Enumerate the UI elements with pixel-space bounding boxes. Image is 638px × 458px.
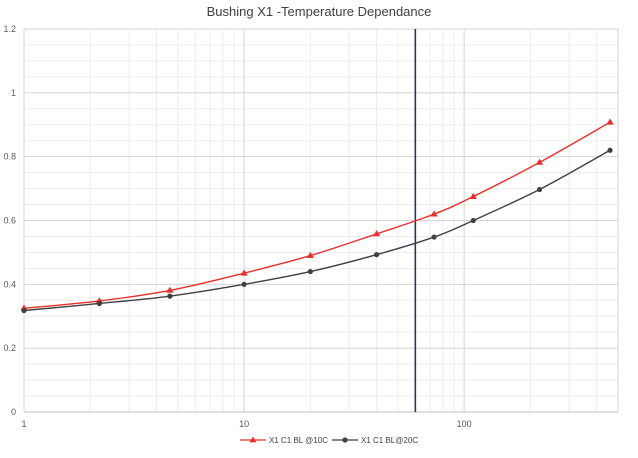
y-tick-label: 0.4 [3,279,16,289]
data-point-series-2 [470,217,476,224]
data-point-series-2 [241,281,247,287]
data-point-series-1 [166,286,174,293]
x-tick-label: 100 [457,419,472,429]
series-line-1 [23,121,611,309]
y-tick-label: 0 [11,407,16,417]
data-point-series-2 [607,147,613,153]
data-point-series-2 [536,186,543,193]
data-point-series-1 [372,230,381,237]
data-point-series-1 [535,158,544,165]
data-point-series-2 [167,293,173,299]
y-tick-label: 0.8 [3,152,16,162]
data-point-series-2 [21,307,27,314]
x-tick-label: 10 [239,419,249,429]
series-layer [20,118,614,314]
data-point-series-2 [307,268,313,275]
data-point-series-1 [606,118,614,125]
data-point-series-2 [373,252,380,258]
data-point-series-2 [431,234,437,240]
legend: X1 C1 BL @10C X1 C1 BL@20C [240,436,418,445]
chart-title: Bushing X1 -Temperature Dependance [207,4,432,19]
series-line-2 [23,149,611,312]
data-point-series-1 [306,251,314,259]
data-point-series-1 [469,192,477,199]
axes [23,29,619,413]
legend-marker-series-1 [249,436,257,443]
data-point-series-2 [96,300,102,307]
legend-label-series-1: X1 C1 BL @10C [269,436,328,445]
tick-labels: 0 0.2 0.4 0.6 0.8 1 1.2 1 10 100 [3,24,471,429]
data-point-series-1 [430,210,438,217]
x-tick-label: 1 [21,419,26,429]
legend-label-series-2: X1 C1 BL@20C [361,436,418,445]
y-tick-label: 1 [11,88,16,98]
y-tick-label: 1.2 [3,24,16,34]
y-tick-label: 0.2 [3,343,16,353]
data-point-series-1 [240,269,248,276]
legend-marker-series-2 [342,437,348,443]
y-tick-label: 0.6 [3,216,16,226]
